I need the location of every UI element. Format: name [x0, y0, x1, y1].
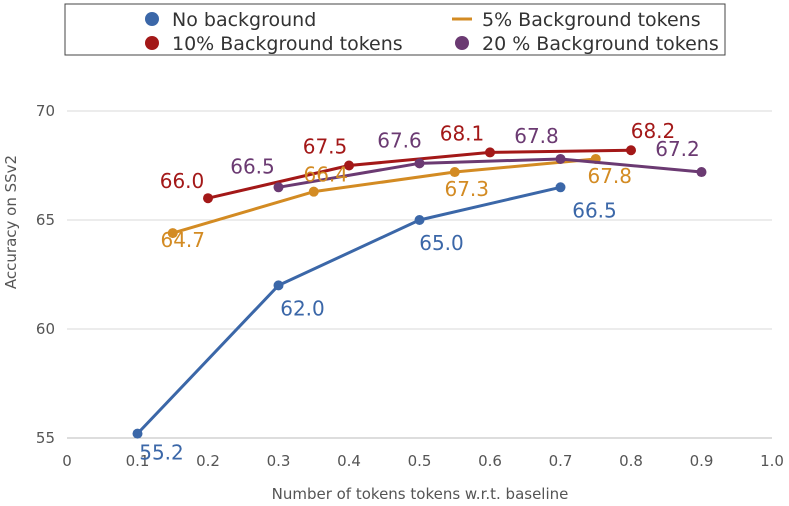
- legend-label-3: 20 % Background tokens: [482, 33, 719, 55]
- x-tick-label-0.5: 0.5: [408, 452, 432, 470]
- legend-label-0: No background: [172, 9, 316, 31]
- data-label-s1-2: 67.3: [444, 177, 489, 201]
- y-axis-title: Accuracy on SSv2: [2, 155, 20, 289]
- axis-ticks: 55 60 65 70 0 0.1 0.2 0.3 0.4 0.5 0.6 0.7 0.8 0.9 1.0: [36, 102, 784, 470]
- y-tick-label-60: 60: [36, 320, 55, 338]
- legend-label-2: 10% Background tokens: [172, 33, 403, 55]
- series-line-3: [277, 157, 703, 189]
- data-point-s2-2: [485, 147, 495, 158]
- data-label-s0-1: 62.0: [280, 296, 325, 320]
- data-label-s2-1: 67.5: [303, 135, 348, 159]
- series-line-1: [171, 157, 598, 235]
- data-point-s2-1: [344, 160, 354, 171]
- x-tick-label-0.1: 0.1: [126, 452, 150, 470]
- data-point-s1-2: [449, 167, 460, 178]
- legend-marker-2: [145, 36, 159, 50]
- x-tick-label-0: 0: [62, 452, 72, 470]
- legend-label-1: 5% Background tokens: [482, 9, 701, 31]
- data-point-s0-0: [132, 428, 143, 439]
- x-tick-label-0.4: 0.4: [337, 452, 361, 470]
- data-label-s0-0: 55.2: [139, 441, 184, 465]
- series-line-0: [136, 185, 562, 436]
- data-label-s3-2: 67.8: [514, 124, 559, 148]
- data-point-s0-1: [273, 280, 284, 291]
- y-tick-label-65: 65: [36, 211, 55, 229]
- data-label-s3-0: 66.5: [230, 154, 275, 178]
- data-point-s3-3: [696, 167, 707, 178]
- legend-marker-0: [145, 12, 159, 26]
- data-label-s2-0: 66.0: [160, 169, 205, 193]
- data-label-s2-3: 68.2: [631, 119, 676, 143]
- legend: No background 5% Background tokens 10% Bac…: [145, 9, 719, 55]
- data-point-s2-3: [626, 145, 636, 156]
- series-layer: [132, 145, 707, 439]
- data-point-s3-2: [555, 153, 566, 164]
- data-label-s1-1: 66.4: [303, 163, 348, 187]
- data-label-s0-3: 66.5: [572, 198, 617, 222]
- data-label-s2-2: 68.1: [440, 121, 485, 145]
- x-tick-label-0.8: 0.8: [619, 452, 643, 470]
- legend-box: [64, 3, 726, 56]
- data-point-s2-0: [203, 193, 213, 204]
- x-tick-label-0.2: 0.2: [196, 452, 220, 470]
- x-tick-label-0.3: 0.3: [267, 452, 291, 470]
- data-label-s3-3: 67.2: [655, 137, 700, 161]
- y-tick-label-70: 70: [36, 102, 55, 120]
- data-label-s0-2: 65.0: [419, 231, 464, 255]
- data-point-s1-0: [167, 228, 178, 239]
- legend-marker-3: [455, 36, 469, 50]
- data-point-s1-1: [308, 186, 319, 197]
- x-tick-label-1.0: 1.0: [760, 452, 784, 470]
- data-point-s0-3: [555, 182, 566, 193]
- data-label-s1-0: 64.7: [160, 228, 205, 252]
- data-point-s3-1: [414, 158, 425, 169]
- x-tick-label-0.7: 0.7: [549, 452, 573, 470]
- x-tick-label-0.9: 0.9: [690, 452, 714, 470]
- data-point-s0-2: [414, 215, 425, 225]
- x-tick-label-0.6: 0.6: [478, 452, 502, 470]
- x-axis-title: Number of tokens tokens w.r.t. baseline: [272, 485, 569, 503]
- data-label-s1-3: 67.8: [587, 164, 632, 188]
- data-label-s3-1: 67.6: [377, 128, 422, 152]
- data-point-s3-0: [273, 182, 284, 193]
- y-tick-label-55: 55: [36, 429, 55, 447]
- data-labels: 55.2 62.0 65.0 66.5 64.7 66.4 67.3 67.8 66.0 67.5…: [139, 119, 700, 464]
